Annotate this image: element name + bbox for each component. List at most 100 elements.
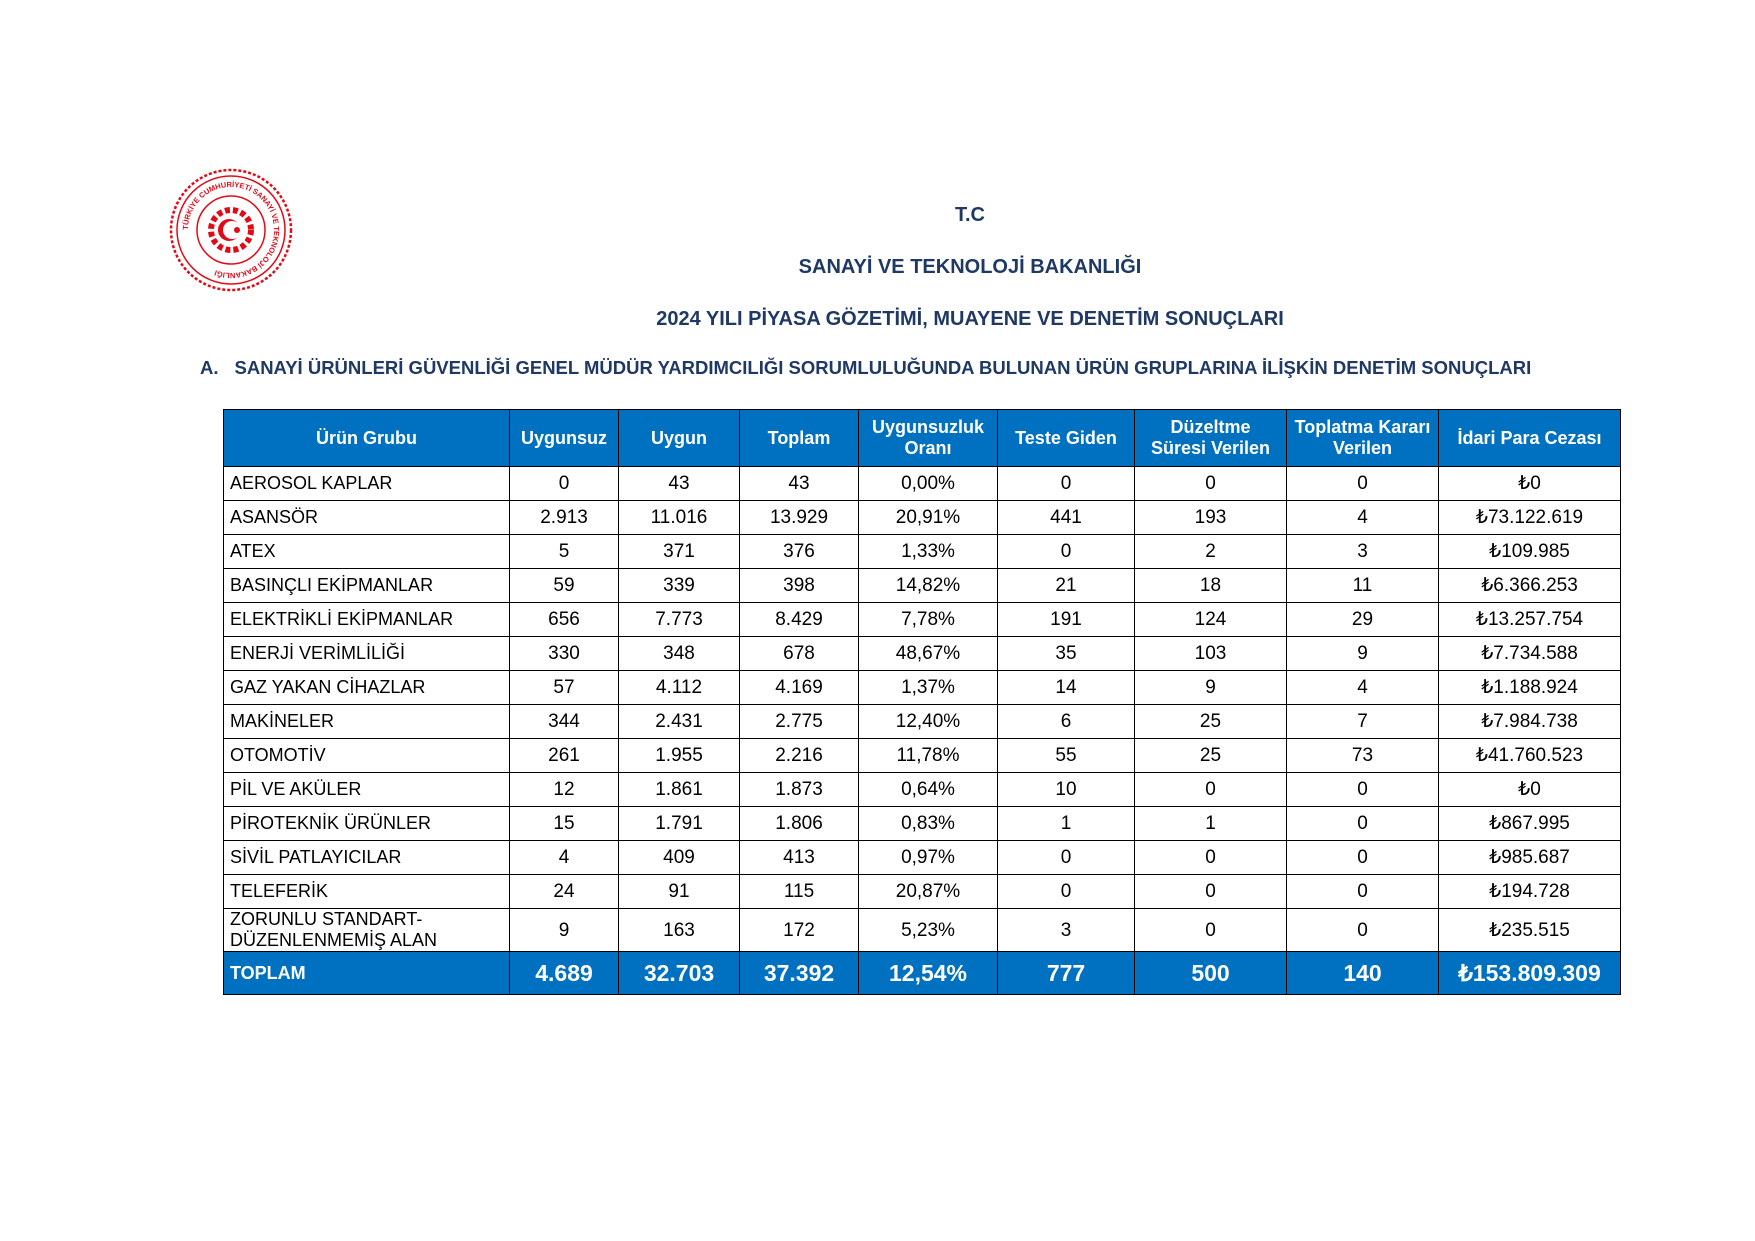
table-cell: ₺6.366.253	[1438, 568, 1621, 603]
table-cell: 163	[618, 908, 740, 952]
total-cell: 32.703	[618, 951, 740, 995]
table-cell: 0,64%	[858, 772, 998, 807]
table-cell: 11	[1286, 568, 1439, 603]
column-header: Uygunsuz	[509, 409, 619, 467]
table-row: BASINÇLI EKİPMANLAR 59 339 398 14,82% 21 18 11 ₺…	[223, 568, 1621, 603]
table-cell: 1.873	[739, 772, 859, 807]
table-cell: 7.773	[618, 602, 740, 637]
table-row: MAKİNELER 344 2.431 2.775 12,40% 6 25 7 ₺7.984.7…	[223, 704, 1621, 739]
table-cell: 2.216	[739, 738, 859, 773]
table-row: AEROSOL KAPLAR 0 43 43 0,00% 0 0 0 ₺0	[223, 466, 1621, 501]
table-cell: ₺7.734.588	[1438, 636, 1621, 671]
table-cell: 9	[1134, 670, 1287, 705]
table-row: SİVİL PATLAYICILAR 4 409 413 0,97% 0 0 0 ₺985.68…	[223, 840, 1621, 875]
column-header: Ürün Grubu	[223, 409, 510, 467]
table-cell: 0,00%	[858, 466, 998, 501]
table-cell: 9	[509, 908, 619, 952]
column-header: Toplam	[739, 409, 859, 467]
table-cell: 103	[1134, 636, 1287, 671]
table-cell: 1,33%	[858, 534, 998, 569]
table-cell: 14,82%	[858, 568, 998, 603]
table-cell: 29	[1286, 602, 1439, 637]
total-cell: 500	[1134, 951, 1287, 995]
table-cell: 57	[509, 670, 619, 705]
column-header: Uygunsuzluk Oranı	[858, 409, 998, 467]
table-cell: 73	[1286, 738, 1439, 773]
table-cell: 172	[739, 908, 859, 952]
table-cell: PİL VE AKÜLER	[223, 772, 510, 807]
table-cell: 43	[739, 466, 859, 501]
table-cell: ₺73.122.619	[1438, 500, 1621, 535]
table-cell: 0	[1286, 466, 1439, 501]
total-cell: 777	[997, 951, 1135, 995]
table-cell: 2.913	[509, 500, 619, 535]
table-cell: ASANSÖR	[223, 500, 510, 535]
table-cell: 0	[1134, 772, 1287, 807]
table-cell: 0	[1286, 772, 1439, 807]
table-cell: 6	[997, 704, 1135, 739]
table-cell: 371	[618, 534, 740, 569]
table-cell: 4.112	[618, 670, 740, 705]
table-cell: SİVİL PATLAYICILAR	[223, 840, 510, 875]
column-header: Düzeltme Süresi Verilen	[1134, 409, 1287, 467]
table-cell: OTOMOTİV	[223, 738, 510, 773]
table-cell: 398	[739, 568, 859, 603]
table-row: OTOMOTİV 261 1.955 2.216 11,78% 55 25 73 ₺41.760…	[223, 738, 1621, 773]
table-cell: 0	[1286, 806, 1439, 841]
table-cell: 0	[1134, 466, 1287, 501]
table-cell: 4	[1286, 500, 1439, 535]
table-cell: 4	[509, 840, 619, 875]
table-row: PİL VE AKÜLER 12 1.861 1.873 0,64% 10 0 0 ₺0	[223, 772, 1621, 807]
table-row: ASANSÖR 2.913 11.016 13.929 20,91% 441 193 4 ₺73…	[223, 500, 1621, 535]
table-row: ENERJİ VERİMLİLİĞİ 330 348 678 48,67% 35 103 9 ₺…	[223, 636, 1621, 671]
table-row: TELEFERİK 24 91 115 20,87% 0 0 0 ₺194.728	[223, 874, 1621, 909]
table-cell: 13.929	[739, 500, 859, 535]
table-cell: MAKİNELER	[223, 704, 510, 739]
table-cell: 10	[997, 772, 1135, 807]
column-header: İdari Para Cezası	[1438, 409, 1621, 467]
table-cell: ₺867.995	[1438, 806, 1621, 841]
table-row: ZORUNLU STANDART-DÜZENLENMEMİŞ ALAN 9 163 1…	[223, 908, 1621, 952]
total-cell: TOPLAM	[223, 951, 510, 995]
section-title: SANAYİ ÜRÜNLERİ GÜVENLİĞİ GENEL MÜDÜR YA…	[234, 357, 1532, 378]
column-header: Teste Giden	[997, 409, 1135, 467]
table-cell: 0	[1286, 874, 1439, 909]
table-cell: 376	[739, 534, 859, 569]
table-cell: 11,78%	[858, 738, 998, 773]
table-cell: 0	[997, 534, 1135, 569]
table-cell: 12	[509, 772, 619, 807]
table-cell: ZORUNLU STANDART-DÜZENLENMEMİŞ ALAN	[223, 908, 510, 952]
logo-ring	[176, 175, 286, 285]
table-cell: 20,87%	[858, 874, 998, 909]
table-cell: 0,97%	[858, 840, 998, 875]
table-cell: ₺7.984.738	[1438, 704, 1621, 739]
table-row: ATEX 5 371 376 1,33% 0 2 3 ₺109.985	[223, 534, 1621, 569]
table-cell: 3	[1286, 534, 1439, 569]
table-cell: 25	[1134, 738, 1287, 773]
table-cell: 4	[1286, 670, 1439, 705]
table-cell: 21	[997, 568, 1135, 603]
table-cell: 1.806	[739, 806, 859, 841]
table-cell: 656	[509, 602, 619, 637]
header-line: T.C	[955, 204, 985, 226]
table-cell: 3	[997, 908, 1135, 952]
table-cell: 25	[1134, 704, 1287, 739]
table-cell: 5	[509, 534, 619, 569]
total-cell: 140	[1286, 951, 1439, 995]
table-cell: 7,78%	[858, 602, 998, 637]
table-cell: ₺13.257.754	[1438, 602, 1621, 637]
table-cell: 0	[997, 874, 1135, 909]
table-cell: 4.169	[739, 670, 859, 705]
table-cell: 91	[618, 874, 740, 909]
table-cell: 15	[509, 806, 619, 841]
table-cell: BASINÇLI EKİPMANLAR	[223, 568, 510, 603]
table-cell: 18	[1134, 568, 1287, 603]
table-cell: 24	[509, 874, 619, 909]
table-cell: 409	[618, 840, 740, 875]
logo-crescent	[223, 221, 241, 239]
table-cell: 339	[618, 568, 740, 603]
total-cell: ₺153.809.309	[1438, 951, 1621, 995]
logo-ring	[169, 168, 293, 292]
table-row: ELEKTRİKLİ EKİPMANLAR 656 7.773 8.429 7,78% 1…	[223, 602, 1621, 637]
table-cell: 1,37%	[858, 670, 998, 705]
